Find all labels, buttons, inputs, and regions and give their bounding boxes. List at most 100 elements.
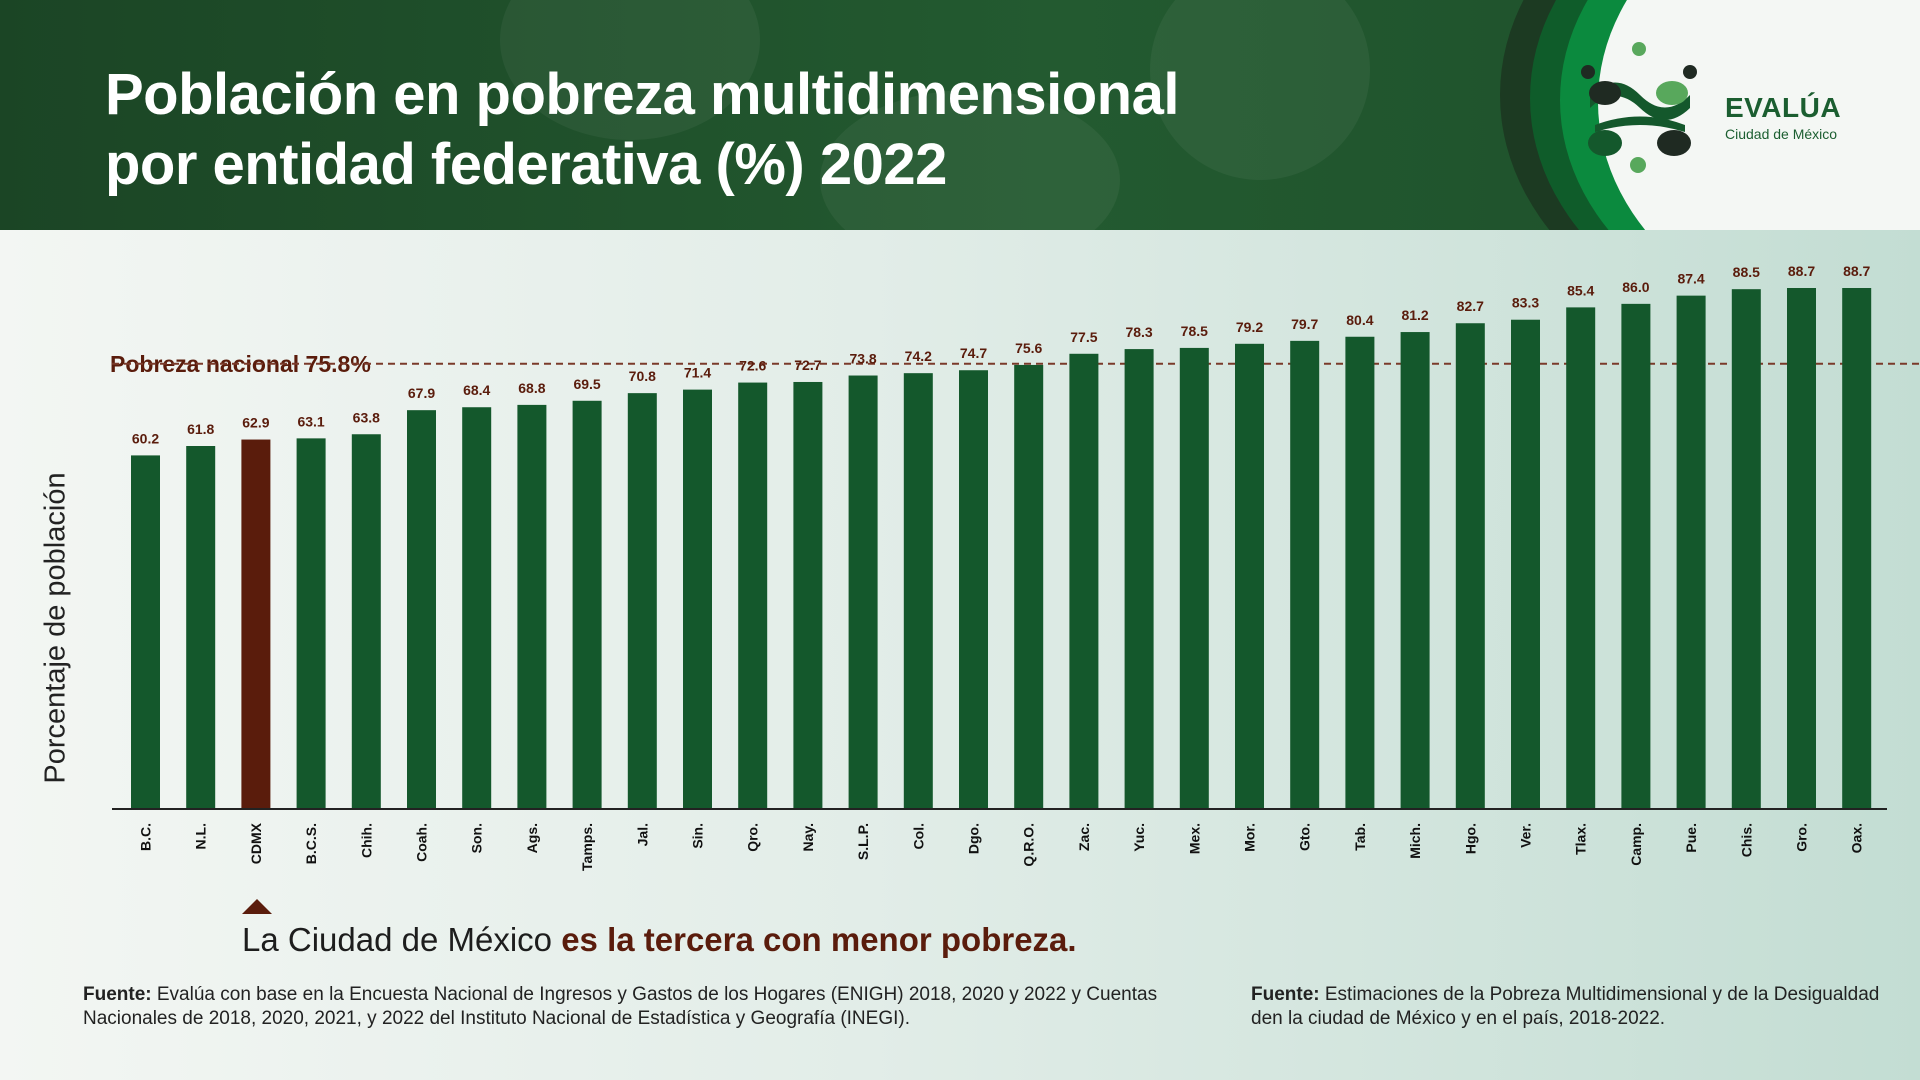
x-tick-label: Tab. xyxy=(1352,823,1368,851)
x-tick-label: Son. xyxy=(469,823,485,853)
bar-coah xyxy=(407,410,436,809)
x-tick-label: Tamps. xyxy=(579,823,595,871)
source-right-label: Fuente: xyxy=(1251,984,1320,1005)
source-note-right: Fuente: Estimaciones de la Pobreza Multi… xyxy=(1251,983,1891,1031)
bar-jal xyxy=(627,393,657,809)
logo-swoosh xyxy=(1500,0,1920,230)
value-label: 87.4 xyxy=(1677,271,1704,287)
bar-slp xyxy=(848,375,878,809)
bar-nay xyxy=(793,381,823,809)
x-tick-label: B.C.S. xyxy=(303,823,319,864)
x-tick-label: Nay. xyxy=(800,823,816,852)
callout-bold: es la tercera con menor pobreza. xyxy=(561,921,1077,958)
bar-gto xyxy=(1290,340,1320,809)
x-tick-label: B.C. xyxy=(138,823,154,851)
bar-gro xyxy=(1787,288,1816,809)
bar-tlax xyxy=(1566,307,1596,809)
value-label: 60.2 xyxy=(132,430,159,446)
x-tick-label: Oax. xyxy=(1849,823,1865,853)
x-tick-label: Tlax. xyxy=(1573,823,1589,855)
bar-qro xyxy=(1014,364,1044,809)
x-tick-label: Chih. xyxy=(358,823,374,858)
header-decoration xyxy=(820,90,1120,230)
value-label: 74.2 xyxy=(905,348,932,364)
x-tick-label: Gto. xyxy=(1297,823,1313,851)
x-tick-label: Sin. xyxy=(690,823,706,849)
x-tick-label: Qro. xyxy=(745,823,761,852)
x-tick-label: Ags. xyxy=(524,823,540,853)
x-tick-label: Yuc. xyxy=(1131,823,1147,852)
value-label: 78.3 xyxy=(1125,324,1152,340)
x-tick-label: Pue. xyxy=(1683,823,1699,853)
value-label: 80.4 xyxy=(1346,312,1373,328)
bar-camp xyxy=(1621,303,1651,809)
logo-name: EVALÚA xyxy=(1725,92,1842,123)
bar-mich xyxy=(1400,332,1430,809)
x-tick-label: Gro. xyxy=(1794,823,1810,852)
source-note-left: Fuente: Evalúa con base en la Encuesta N… xyxy=(83,983,1223,1031)
bar-tab xyxy=(1345,336,1375,809)
value-label: 72.6 xyxy=(739,358,766,374)
source-right-text: Estimaciones de la Pobreza Multidimensio… xyxy=(1251,984,1880,1029)
x-tick-label: Coah. xyxy=(414,823,430,862)
x-tick-label: Ver. xyxy=(1518,823,1534,848)
bar-yuc xyxy=(1124,349,1154,809)
value-label: 71.4 xyxy=(684,365,711,381)
x-tick-label: N.L. xyxy=(193,823,209,849)
value-label: 77.5 xyxy=(1070,329,1097,345)
bar-ags xyxy=(517,404,547,809)
bar-pue xyxy=(1676,295,1706,809)
bar-chih xyxy=(351,434,381,809)
value-label: 86.0 xyxy=(1622,279,1649,295)
bar-cdmx xyxy=(241,439,271,809)
value-label: 88.7 xyxy=(1788,263,1815,279)
value-label: 88.5 xyxy=(1733,264,1760,280)
value-label: 61.8 xyxy=(187,421,214,437)
bar-bcs xyxy=(296,438,326,809)
x-tick-label: Hgo. xyxy=(1462,823,1478,854)
value-label: 67.9 xyxy=(408,385,435,401)
value-label: 74.7 xyxy=(960,345,987,361)
value-label: 78.5 xyxy=(1181,323,1208,339)
value-label: 72.7 xyxy=(794,357,821,373)
bar-nl xyxy=(186,446,216,809)
bar-sin xyxy=(683,389,712,809)
logo-subtitle: Ciudad de México xyxy=(1725,126,1838,142)
x-tick-label: CDMX xyxy=(248,822,264,864)
value-label: 79.2 xyxy=(1236,319,1263,335)
bar-zac xyxy=(1069,353,1099,809)
x-tick-label: Mich. xyxy=(1407,823,1423,859)
value-label: 82.7 xyxy=(1457,298,1484,314)
title-line-2: por entidad federativa (%) 2022 xyxy=(105,132,947,197)
header-decoration xyxy=(1150,0,1370,180)
bar-col xyxy=(903,373,933,809)
bar-dgo xyxy=(959,370,988,809)
x-tick-label: Col. xyxy=(910,823,926,849)
bar-qro xyxy=(738,382,768,809)
logo: EVALÚA Ciudad de México xyxy=(1725,92,1841,142)
x-tick-label: Zac. xyxy=(1076,823,1092,851)
value-label: 68.8 xyxy=(518,380,545,396)
x-tick-label: S.L.P. xyxy=(855,823,871,860)
callout-regular: La Ciudad de México xyxy=(242,921,562,958)
value-label: 88.7 xyxy=(1843,263,1870,279)
bar-mor xyxy=(1235,343,1264,809)
value-label: 75.6 xyxy=(1015,340,1042,356)
value-label: 69.5 xyxy=(573,376,600,392)
value-label: 79.7 xyxy=(1291,316,1318,332)
bar-tamps xyxy=(572,400,602,809)
bar-mex xyxy=(1179,347,1209,809)
x-tick-label: Mex. xyxy=(1186,823,1202,854)
bar-son xyxy=(462,407,492,809)
cdmx-marker-icon xyxy=(242,899,272,914)
value-label: 62.9 xyxy=(242,415,269,431)
logo-mark-icon xyxy=(1581,42,1697,173)
bar-chart: 60.2 B.C. 61.8 N.L. 62.9 CDMX 63.1 B.C.S. 63.8 Ch… xyxy=(112,263,1920,871)
x-tick-label: Q.R.O. xyxy=(1021,823,1037,867)
value-label: 73.8 xyxy=(849,351,876,367)
bar-ver xyxy=(1511,319,1540,809)
x-tick-label: Mor. xyxy=(1242,823,1258,852)
page-title: Población en pobreza multidimensional po… xyxy=(105,60,1179,200)
callout-text: La Ciudad de México es la tercera con me… xyxy=(242,921,1077,959)
value-label: 68.4 xyxy=(463,382,490,398)
